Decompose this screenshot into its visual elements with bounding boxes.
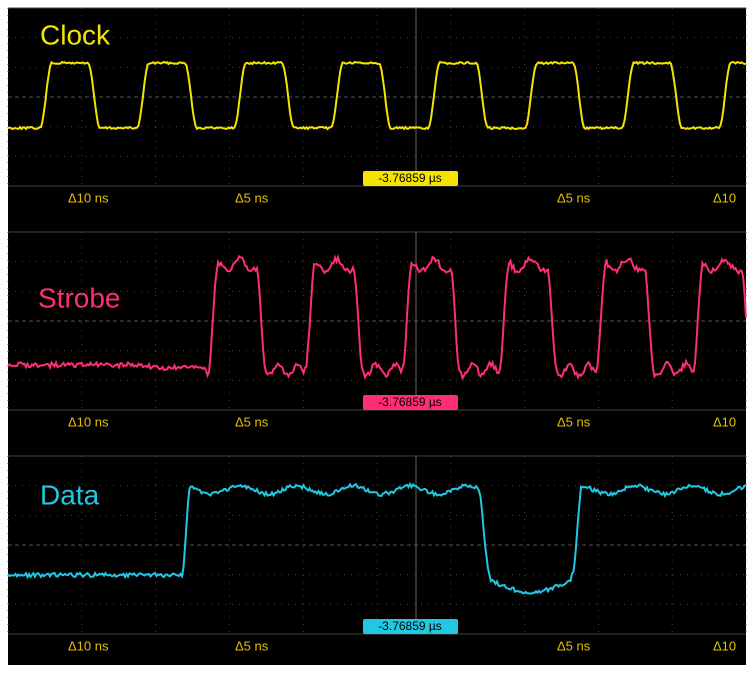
readout-box [363,619,458,634]
delta-marker: Δ5 ns [557,638,591,653]
delta-marker: Δ5 ns [557,190,591,205]
trace-panel: Data -3.76859 µs Δ10 ns Δ5 ns Δ5 ns Δ10 [7,455,747,653]
channel-label: Strobe [38,282,121,313]
cursor-readout: -3.76859 µs [378,395,442,409]
trace-panel: Strobe -3.76859 µs Δ10 ns Δ5 ns Δ5 ns Δ10 [7,231,747,429]
screen-background [8,8,746,665]
cursor-readout: -3.76859 µs [378,619,442,633]
waveform [7,481,747,595]
channel-label: Clock [40,19,111,50]
delta-marker: Δ5 ns [557,414,591,429]
readout-box [363,395,458,410]
delta-marker: Δ10 ns [68,414,109,429]
waveform [7,60,747,131]
delta-marker: Δ5 ns [235,414,269,429]
delta-marker: Δ5 ns [235,638,269,653]
delta-marker: Δ10 [713,190,736,205]
waveform [7,253,747,381]
delta-marker: Δ10 ns [68,638,109,653]
cursor-readout: -3.76859 µs [378,171,442,185]
readout-box [363,171,458,186]
delta-marker: Δ10 [713,414,736,429]
trace-panel: Clock -3.76859 µs Δ10 ns Δ5 ns Δ5 ns Δ10 [7,7,747,205]
delta-marker: Δ10 [713,638,736,653]
delta-marker: Δ5 ns [235,190,269,205]
channel-label: Data [40,479,100,510]
delta-marker: Δ10 ns [68,190,109,205]
